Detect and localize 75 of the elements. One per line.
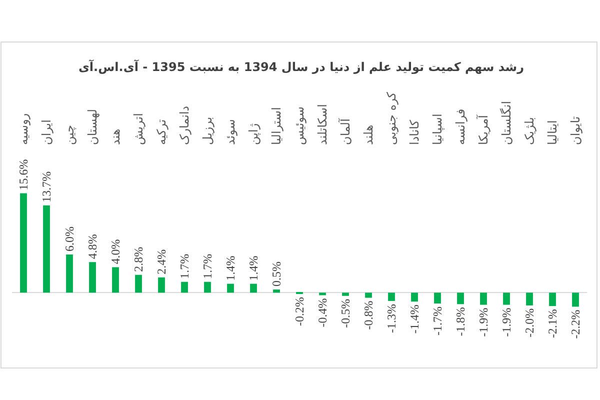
bar (66, 254, 73, 293)
data-label: -1.8% (454, 307, 468, 336)
bar (411, 292, 418, 302)
x-tick-label: کانادا (407, 120, 422, 145)
bar (526, 292, 533, 306)
data-label: 1.7% (200, 254, 214, 279)
data-label: 1.7% (178, 254, 192, 279)
x-tick-label: سوئد (223, 119, 238, 145)
data-label: -0.5% (338, 298, 352, 328)
x-tick-label: آلمان (337, 118, 352, 145)
bar (43, 205, 50, 293)
bar (503, 292, 510, 305)
data-label: 4.0% (108, 239, 122, 264)
bar (89, 262, 96, 293)
data-label: -1.7% (430, 306, 444, 336)
bar (204, 282, 211, 293)
data-label: 4.8% (86, 234, 100, 260)
x-tick-label: آمریکا (475, 114, 490, 145)
data-label: -0.4% (316, 298, 330, 328)
data-label: -2.2% (568, 310, 582, 339)
data-label: 2.4% (154, 249, 168, 274)
bar (480, 292, 487, 305)
x-tick-label: ترکیه (154, 119, 168, 145)
data-label: 1.4% (246, 256, 260, 281)
x-tick-label: دانمارک (177, 106, 192, 145)
bar (549, 292, 556, 306)
x-tick-label: اسپانیا (430, 114, 444, 145)
data-label: -1.3% (384, 304, 398, 333)
bar (457, 292, 464, 304)
bar (572, 292, 579, 307)
bar (158, 277, 165, 293)
x-tick-label: ایتالیا (545, 120, 560, 145)
data-label: 15.6% (16, 159, 30, 190)
data-label: 0.5% (270, 262, 284, 286)
x-tick-label: استرالیا (269, 107, 284, 145)
x-tick-label: روسیه (16, 113, 30, 145)
bar (250, 284, 257, 293)
bar (342, 292, 349, 296)
data-label: 13.7% (40, 171, 54, 202)
x-tick-label: ایران (39, 120, 54, 145)
bar (388, 292, 395, 301)
x-tick-label: بلژیک (522, 116, 536, 145)
bar (273, 290, 280, 293)
data-label: -2.1% (546, 309, 560, 338)
chart-title: رشد سهم کمیت تولید علم از دنیا در سال 1394 به نسبت 1395 - آی.اس.آی (78, 59, 524, 74)
x-tick-label: چین (62, 124, 76, 145)
x-tick-label: سوئیس (292, 106, 306, 145)
data-label: 2.8% (132, 246, 146, 272)
bar (227, 284, 234, 293)
data-label: 1.4% (224, 256, 238, 281)
x-tick-label: اتریش (131, 113, 146, 145)
x-tick-label: کره جنوبی (384, 92, 398, 145)
bar (181, 282, 188, 293)
data-label: -1.9% (500, 308, 514, 337)
data-label: -2.0% (522, 308, 536, 338)
data-label: 6.0% (62, 226, 76, 252)
bar (365, 292, 372, 298)
data-label: -0.8% (362, 300, 376, 330)
bar (434, 292, 441, 304)
x-tick-label: هلند (361, 124, 376, 145)
x-tick-label: انگلستان (499, 100, 514, 145)
bar (319, 292, 326, 296)
x-tick-label: تایوان (568, 116, 582, 145)
bar (20, 193, 27, 293)
x-tick-label: اسکاتلند (315, 104, 330, 145)
x-tick-label: لهستان (85, 109, 100, 145)
bar (135, 274, 142, 293)
data-label: -1.9% (476, 308, 490, 337)
data-label: -1.4% (408, 304, 422, 334)
x-tick-label: فرانسه (453, 108, 468, 145)
data-label: -0.2% (292, 297, 306, 326)
x-tick-label: هند (108, 128, 122, 145)
x-tick-label: ژاپن (246, 123, 260, 145)
x-tick-label: برزیل (200, 116, 214, 145)
bar (112, 267, 119, 293)
